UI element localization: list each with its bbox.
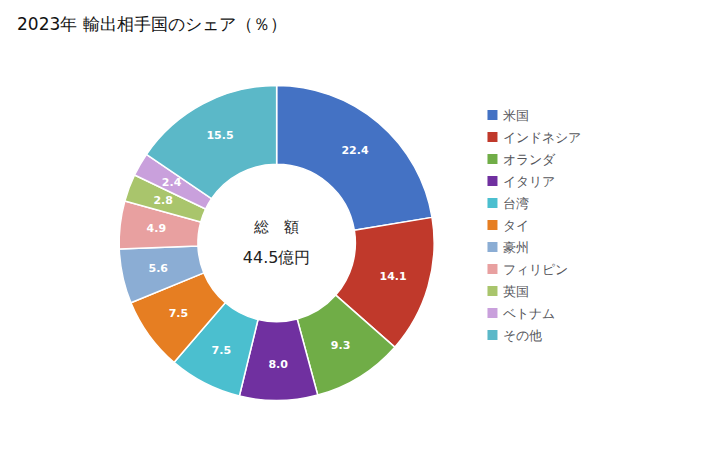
svg-text:15.5: 15.5 bbox=[206, 129, 233, 142]
svg-text:米国: 米国 bbox=[503, 108, 529, 123]
svg-text:英国: 英国 bbox=[503, 284, 529, 299]
svg-text:台湾: 台湾 bbox=[503, 196, 529, 211]
svg-text:7.5: 7.5 bbox=[212, 344, 232, 357]
svg-text:9.3: 9.3 bbox=[331, 339, 351, 352]
svg-text:7.5: 7.5 bbox=[169, 307, 189, 320]
svg-text:2.4: 2.4 bbox=[162, 176, 182, 189]
svg-text:フィリピン: フィリピン bbox=[503, 262, 568, 277]
svg-text:イタリア: イタリア bbox=[503, 174, 555, 189]
svg-text:2023年 輸出相手国のシェア（％）: 2023年 輸出相手国のシェア（％） bbox=[17, 14, 287, 34]
svg-text:総 額: 総 額 bbox=[253, 218, 299, 236]
svg-text:ベトナム: ベトナム bbox=[503, 306, 555, 321]
svg-text:22.4: 22.4 bbox=[341, 144, 368, 157]
svg-text:4.9: 4.9 bbox=[147, 222, 167, 235]
svg-text:8.0: 8.0 bbox=[268, 358, 288, 371]
svg-text:5.6: 5.6 bbox=[149, 262, 169, 275]
svg-text:豪州: 豪州 bbox=[503, 240, 529, 255]
svg-text:44.5億円: 44.5億円 bbox=[243, 248, 311, 267]
svg-text:2.8: 2.8 bbox=[153, 194, 173, 207]
svg-text:インドネシア: インドネシア bbox=[503, 130, 581, 145]
svg-text:その他: その他 bbox=[503, 328, 542, 343]
svg-text:オランダ: オランダ bbox=[503, 152, 556, 167]
svg-text:14.1: 14.1 bbox=[379, 270, 406, 283]
svg-text:タイ: タイ bbox=[503, 218, 529, 233]
